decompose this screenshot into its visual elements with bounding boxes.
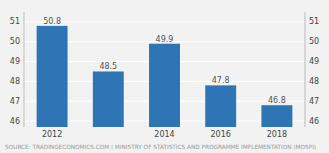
y2-tick-label: 46 (309, 117, 319, 126)
bar (37, 26, 68, 127)
y2-tick-label: 47 (309, 97, 319, 106)
bar (93, 71, 124, 127)
y2-tick-label: 49 (309, 57, 319, 66)
annotation: SOURCE: TRADINGECONOMICS.COM | MINISTRY … (5, 144, 316, 151)
y-tick-label: 47 (10, 97, 20, 106)
grid-line (24, 21, 305, 22)
data-label: 50.8 (43, 17, 61, 26)
x-tick-label: 2012 (42, 130, 62, 139)
data-label: 49.9 (156, 35, 174, 44)
bars (37, 26, 293, 127)
data-label: 48.5 (99, 62, 117, 71)
y-axis-line (24, 12, 25, 127)
x-tick-label: 2014 (154, 130, 174, 139)
data-label: 46.8 (268, 96, 286, 105)
y2-tick-label: 48 (309, 77, 319, 86)
data-label: 47.8 (212, 76, 230, 85)
y-tick-label: 50 (10, 37, 20, 46)
y2-tick-label: 50 (309, 37, 319, 46)
y2-tick-label: 51 (309, 17, 319, 26)
bar (261, 105, 292, 127)
y-tick-label: 46 (10, 117, 20, 126)
background (0, 0, 329, 153)
x-tick-label: 2016 (211, 130, 231, 139)
bar (205, 85, 236, 127)
bar (149, 44, 180, 127)
y-tick-label: 48 (10, 77, 20, 86)
x-tick-label: 2018 (267, 130, 287, 139)
chart: 46 47 48 49 50 51 46 47 48 49 50 51 50.8 48.5 49.9 47.8… (0, 0, 329, 153)
y2-axis-line (305, 12, 306, 127)
y-tick-label: 51 (10, 17, 20, 26)
y-tick-label: 49 (10, 57, 20, 66)
